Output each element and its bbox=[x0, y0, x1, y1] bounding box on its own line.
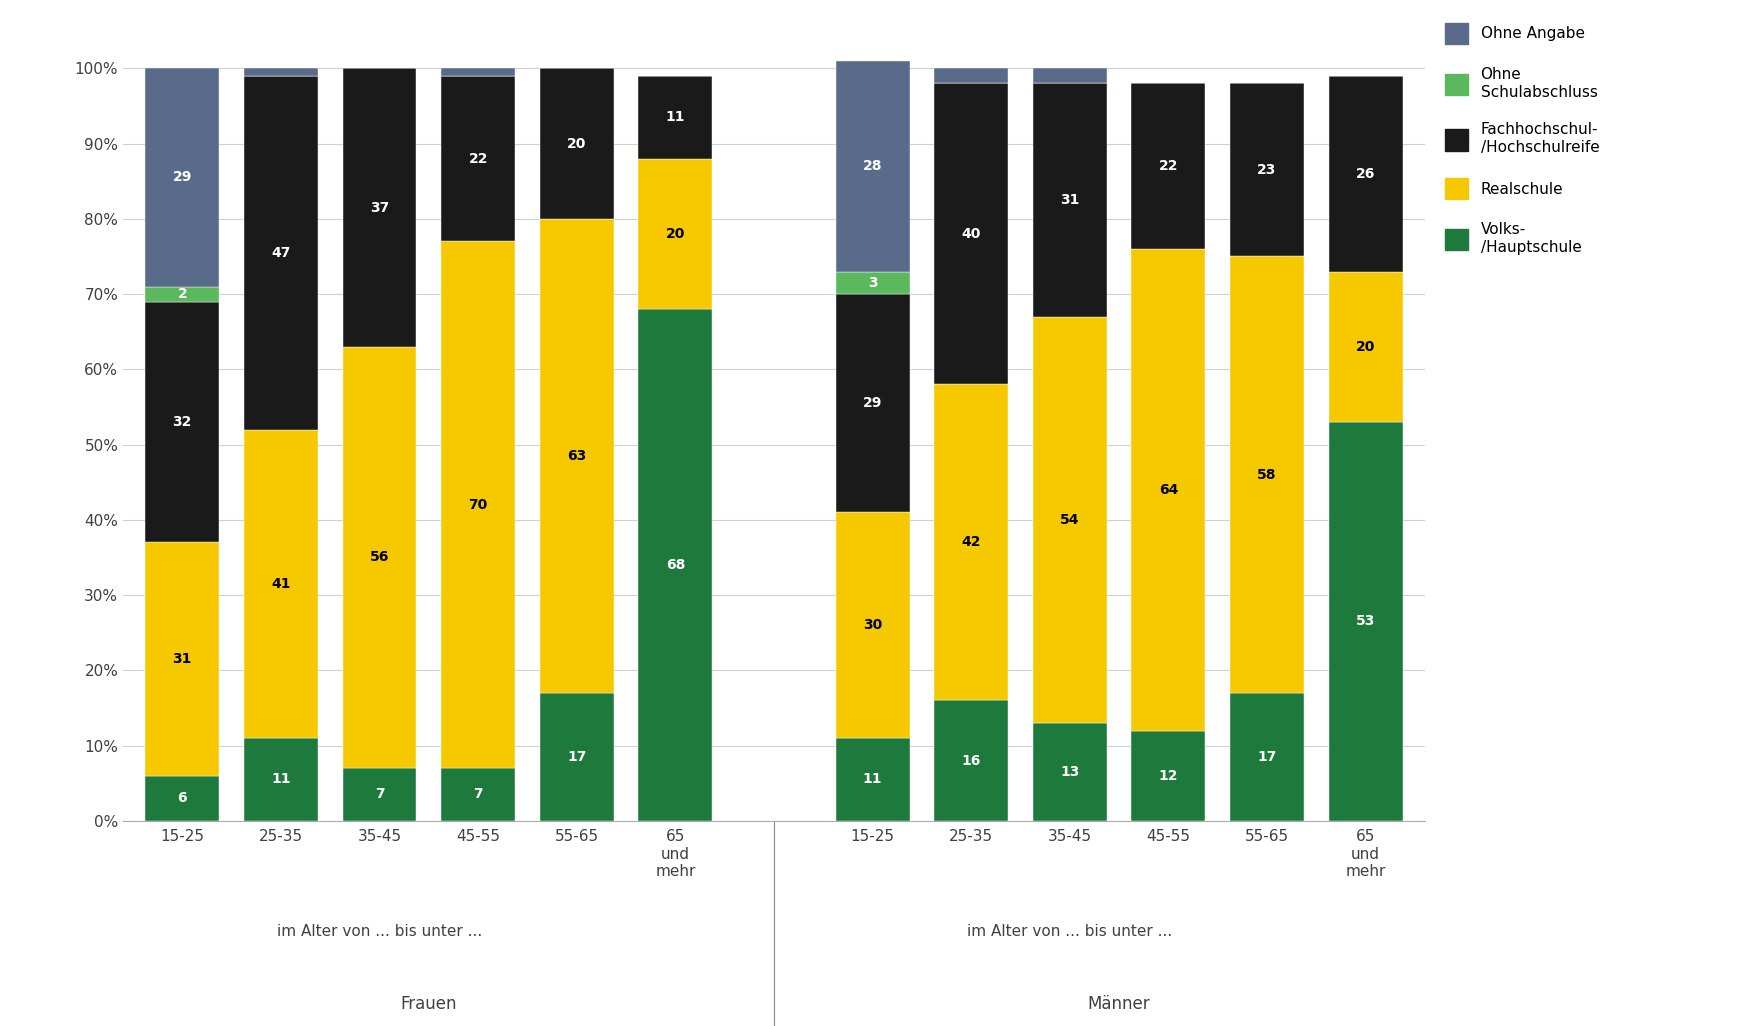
Bar bbox=[836, 512, 909, 738]
Text: 16: 16 bbox=[962, 754, 982, 767]
Text: 56: 56 bbox=[369, 551, 389, 564]
Bar bbox=[146, 543, 220, 776]
Text: 31: 31 bbox=[1061, 193, 1080, 207]
Text: 22: 22 bbox=[468, 152, 487, 165]
Text: 31: 31 bbox=[172, 653, 192, 666]
Bar bbox=[540, 69, 614, 219]
Text: 29: 29 bbox=[864, 396, 883, 410]
Text: 20: 20 bbox=[566, 136, 586, 151]
Bar bbox=[1328, 422, 1402, 821]
Bar bbox=[1230, 83, 1303, 256]
Bar bbox=[245, 430, 318, 738]
Text: im Alter von ... bis unter ...: im Alter von ... bis unter ... bbox=[967, 923, 1173, 939]
Text: 53: 53 bbox=[1356, 615, 1376, 628]
Bar bbox=[146, 286, 220, 302]
Bar bbox=[343, 347, 417, 768]
Text: 13: 13 bbox=[1061, 765, 1080, 779]
Bar bbox=[442, 241, 515, 768]
Bar bbox=[1131, 83, 1205, 249]
Text: im Alter von ... bis unter ...: im Alter von ... bis unter ... bbox=[276, 923, 482, 939]
Bar bbox=[639, 309, 712, 821]
Text: 68: 68 bbox=[665, 558, 684, 571]
Bar bbox=[1033, 69, 1106, 83]
Text: 47: 47 bbox=[271, 246, 290, 260]
Text: 37: 37 bbox=[369, 201, 389, 214]
Bar bbox=[343, 768, 417, 821]
Bar bbox=[836, 294, 909, 512]
Text: 20: 20 bbox=[665, 227, 684, 241]
Bar bbox=[245, 76, 318, 430]
Bar bbox=[146, 302, 220, 543]
Text: 6: 6 bbox=[178, 791, 186, 805]
Bar bbox=[442, 76, 515, 241]
Text: 28: 28 bbox=[864, 159, 883, 173]
Bar bbox=[1328, 272, 1402, 422]
Text: 63: 63 bbox=[566, 449, 586, 463]
Bar bbox=[836, 61, 909, 272]
Text: 70: 70 bbox=[468, 498, 487, 512]
Bar bbox=[1230, 256, 1303, 693]
Text: 17: 17 bbox=[566, 750, 586, 763]
Bar bbox=[1131, 731, 1205, 821]
Text: 58: 58 bbox=[1258, 468, 1277, 481]
Text: 12: 12 bbox=[1159, 768, 1179, 783]
Bar bbox=[245, 69, 318, 76]
Bar bbox=[836, 272, 909, 294]
Bar bbox=[836, 738, 909, 821]
Text: 7: 7 bbox=[375, 788, 383, 801]
Bar bbox=[639, 159, 712, 309]
Text: 26: 26 bbox=[1356, 167, 1376, 181]
Text: 17: 17 bbox=[1258, 750, 1277, 763]
Text: 22: 22 bbox=[1159, 159, 1179, 173]
Text: 42: 42 bbox=[962, 536, 982, 549]
Text: 23: 23 bbox=[1258, 163, 1277, 176]
Text: 29: 29 bbox=[172, 170, 192, 185]
Text: 30: 30 bbox=[864, 619, 883, 632]
Bar bbox=[1328, 76, 1402, 272]
Legend: Ohne Angabe, Ohne
Schulabschluss, Fachhochschul-
/Hochschulreife, Realschule, Vo: Ohne Angabe, Ohne Schulabschluss, Fachho… bbox=[1446, 23, 1599, 254]
Bar bbox=[934, 385, 1008, 701]
Text: 41: 41 bbox=[271, 577, 290, 591]
Bar bbox=[934, 83, 1008, 385]
Text: 11: 11 bbox=[665, 111, 684, 124]
Text: 64: 64 bbox=[1159, 483, 1179, 497]
Text: 40: 40 bbox=[962, 227, 982, 241]
Bar bbox=[540, 219, 614, 693]
Bar bbox=[146, 69, 220, 286]
Text: 11: 11 bbox=[271, 773, 290, 786]
Bar bbox=[146, 776, 220, 821]
Bar bbox=[1033, 723, 1106, 821]
Bar bbox=[1033, 317, 1106, 723]
Bar bbox=[245, 738, 318, 821]
Bar bbox=[1230, 693, 1303, 821]
Bar bbox=[540, 693, 614, 821]
Bar bbox=[934, 69, 1008, 83]
Text: 11: 11 bbox=[864, 773, 883, 786]
Bar bbox=[934, 701, 1008, 821]
Text: 2: 2 bbox=[178, 287, 186, 301]
Text: Männer: Männer bbox=[1087, 994, 1150, 1013]
Text: 32: 32 bbox=[172, 416, 192, 429]
Text: 3: 3 bbox=[867, 276, 878, 289]
Bar bbox=[1033, 83, 1106, 317]
Text: 20: 20 bbox=[1356, 340, 1376, 354]
Bar bbox=[442, 768, 515, 821]
Bar bbox=[1131, 249, 1205, 731]
Bar bbox=[639, 76, 712, 159]
Bar bbox=[442, 69, 515, 76]
Text: Frauen: Frauen bbox=[401, 994, 457, 1013]
Bar bbox=[343, 69, 417, 347]
Text: 54: 54 bbox=[1061, 513, 1080, 526]
Text: 7: 7 bbox=[473, 788, 484, 801]
